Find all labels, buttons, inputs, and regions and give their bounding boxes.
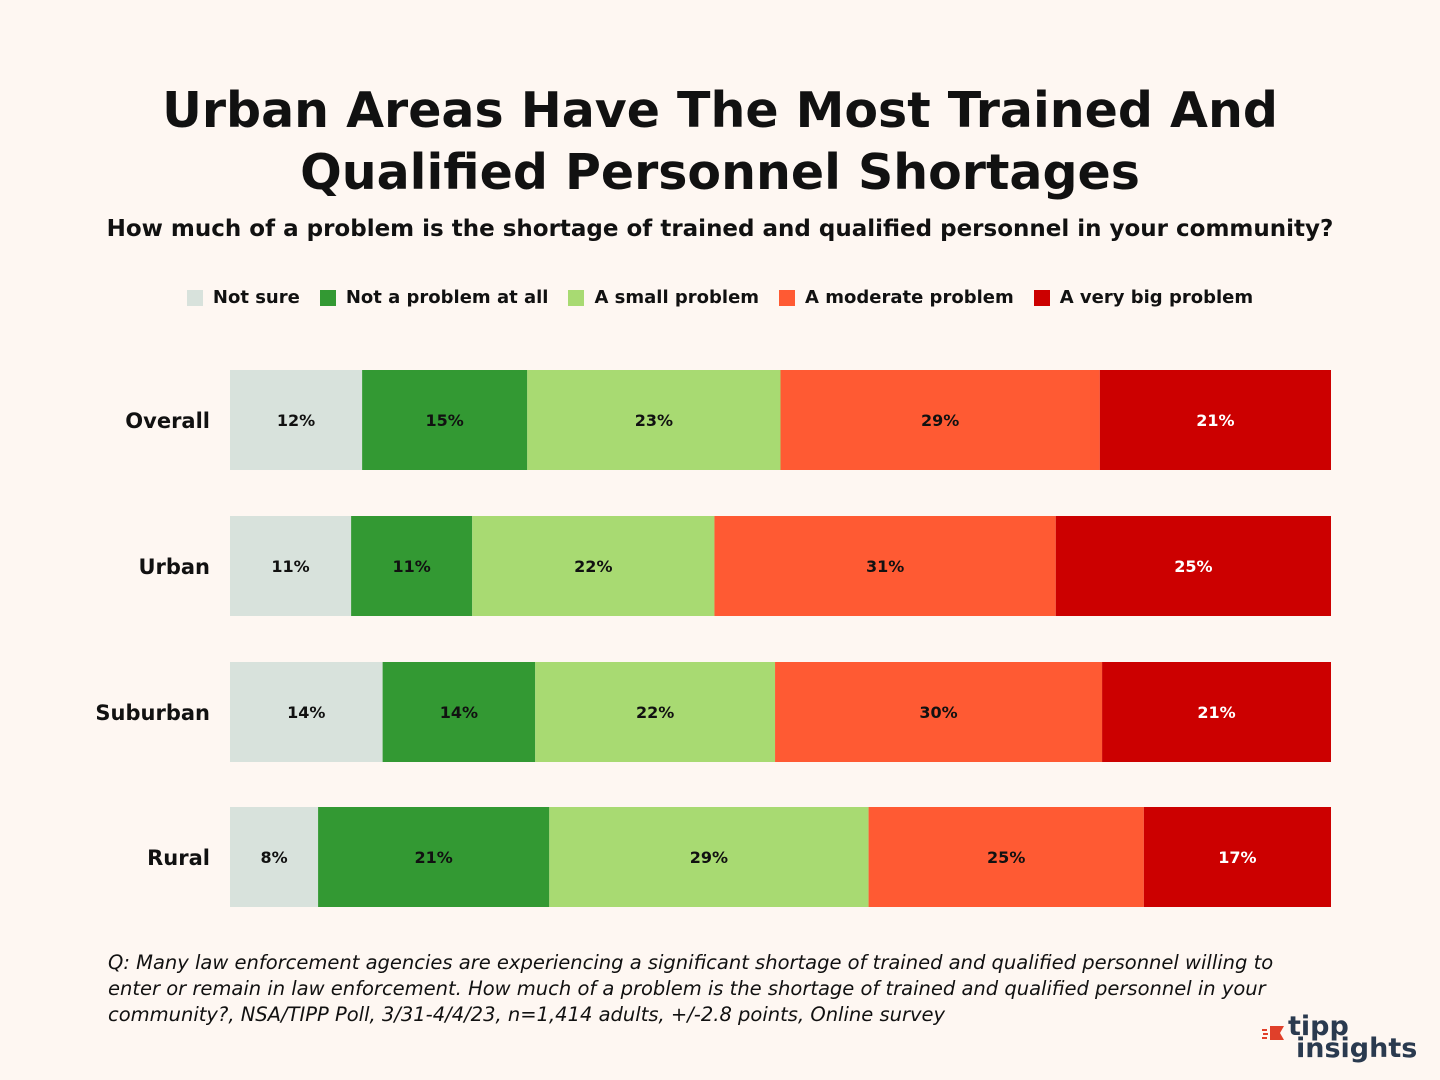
bar-segment	[351, 516, 473, 616]
bar-segment	[1102, 662, 1331, 762]
category-label: Urban	[138, 555, 210, 579]
legend-item-1: Not a problem at all	[319, 287, 549, 308]
bar-segment	[362, 370, 528, 470]
bar-value-label: 15%	[426, 411, 464, 430]
bar-value-label: 21%	[1196, 411, 1234, 430]
bar-segment	[318, 807, 550, 907]
legend-item-2: A small problem	[568, 287, 759, 308]
bar-value-label: 31%	[866, 557, 904, 576]
bar-segment	[775, 662, 1103, 762]
bar-value-label: 29%	[690, 848, 728, 867]
logo-word-tipp: tipp	[1288, 1011, 1349, 1042]
legend-swatch	[1033, 289, 1050, 306]
bar-value-label: 14%	[287, 703, 325, 722]
bar-value-label: 17%	[1218, 848, 1256, 867]
logo-mark-icon	[1262, 1026, 1284, 1040]
category-label: Overall	[125, 409, 210, 433]
bar-value-label: 21%	[1197, 703, 1235, 722]
bar-value-label: 30%	[919, 703, 957, 722]
bar-segment	[230, 807, 319, 907]
bar-value-label: 8%	[260, 848, 287, 867]
bar-segment	[1099, 370, 1331, 470]
category-label: Suburban	[95, 701, 210, 725]
bar-segment	[230, 370, 363, 470]
legend-swatch	[568, 289, 585, 306]
bar-segment	[230, 516, 352, 616]
bar-value-label: 29%	[921, 411, 959, 430]
legend-label: Not a problem at all	[345, 287, 549, 308]
legend: Not sure Not a problem at all A small prob…	[0, 287, 1440, 308]
bar-segment	[535, 662, 776, 762]
legend-swatch	[779, 289, 796, 306]
legend-item-4: A very big problem	[1033, 287, 1254, 308]
bar-value-label: 21%	[415, 848, 453, 867]
chart-subtitle: How much of a problem is the shortage of…	[106, 216, 1334, 242]
bar-segment	[714, 516, 1056, 616]
legend-label: A small problem	[594, 287, 760, 308]
bar-segment	[1143, 807, 1331, 907]
bar-value-label: 11%	[271, 557, 309, 576]
bar-segment	[472, 516, 715, 616]
bar-value-label: 25%	[1174, 557, 1212, 576]
category-label: Rural	[147, 846, 210, 870]
bar-value-label: 12%	[277, 411, 315, 430]
bar-segment	[527, 370, 781, 470]
legend-item-3: A moderate problem	[779, 287, 1014, 308]
bar-value-label: 22%	[574, 557, 612, 576]
bar-value-label: 11%	[393, 557, 431, 576]
bar-segment	[1055, 516, 1331, 616]
legend-label: A moderate problem	[805, 287, 1014, 308]
legend-swatch	[186, 289, 203, 306]
bar-segment	[549, 807, 869, 907]
survey-footnote: Q: Many law enforcement agencies are exp…	[108, 951, 1274, 1026]
bar-segment	[868, 807, 1144, 907]
bar-segment	[382, 662, 536, 762]
bar-value-label: 14%	[440, 703, 478, 722]
logo-word-insights: insights	[1296, 1033, 1418, 1064]
tipp-insights-logo: tipp insights	[1262, 1011, 1417, 1068]
bar-segment	[230, 662, 383, 762]
legend-label: Not sure	[212, 287, 300, 308]
bar-value-label: 23%	[635, 411, 673, 430]
legend-item-0: Not sure	[186, 287, 300, 308]
bar-segment	[780, 370, 1100, 470]
bar-value-label: 22%	[636, 703, 674, 722]
legend-swatch	[319, 289, 336, 306]
legend-label: A very big problem	[1059, 287, 1254, 308]
bar-value-label: 25%	[987, 848, 1025, 867]
chart-title: Urban Areas Have The Most Trained And Qu…	[162, 82, 1278, 201]
